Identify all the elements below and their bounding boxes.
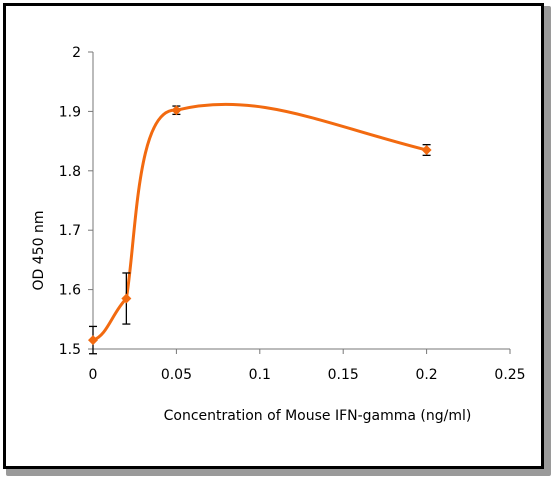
x-tick-label: 0.15 [328,367,359,383]
x-tick-label: 0.1 [249,367,271,383]
y-tick-label: 1.7 [59,223,81,239]
series-curve [92,102,427,342]
data-point-marker [88,335,98,346]
y-tick-label: 1.6 [59,283,81,299]
y-tick-label: 1.5 [59,342,81,358]
x-tick-label: 0.25 [494,367,525,383]
data-point-marker [421,145,432,156]
y-axis-label: OD 450 nm [31,211,47,291]
data-point-marker [121,293,132,304]
data-markers [88,105,432,346]
x-ticks: 0 0.05 0.1 0.15 0.2 0.25 [89,349,526,383]
x-tick-label: 0.05 [161,367,192,383]
x-tick-label: 0.2 [415,367,437,383]
data-point-marker [171,105,182,116]
y-ticks: 1.5 1.6 1.7 1.8 1.9 2 [59,45,93,358]
error-bars [89,105,431,355]
y-tick-label: 2 [72,45,81,61]
x-axis-label: Concentration of Mouse IFN-gamma (ng/ml) [164,408,472,424]
y-tick-label: 1.8 [59,164,81,180]
x-tick-label: 0 [89,367,98,383]
y-tick-label: 1.9 [59,104,81,120]
